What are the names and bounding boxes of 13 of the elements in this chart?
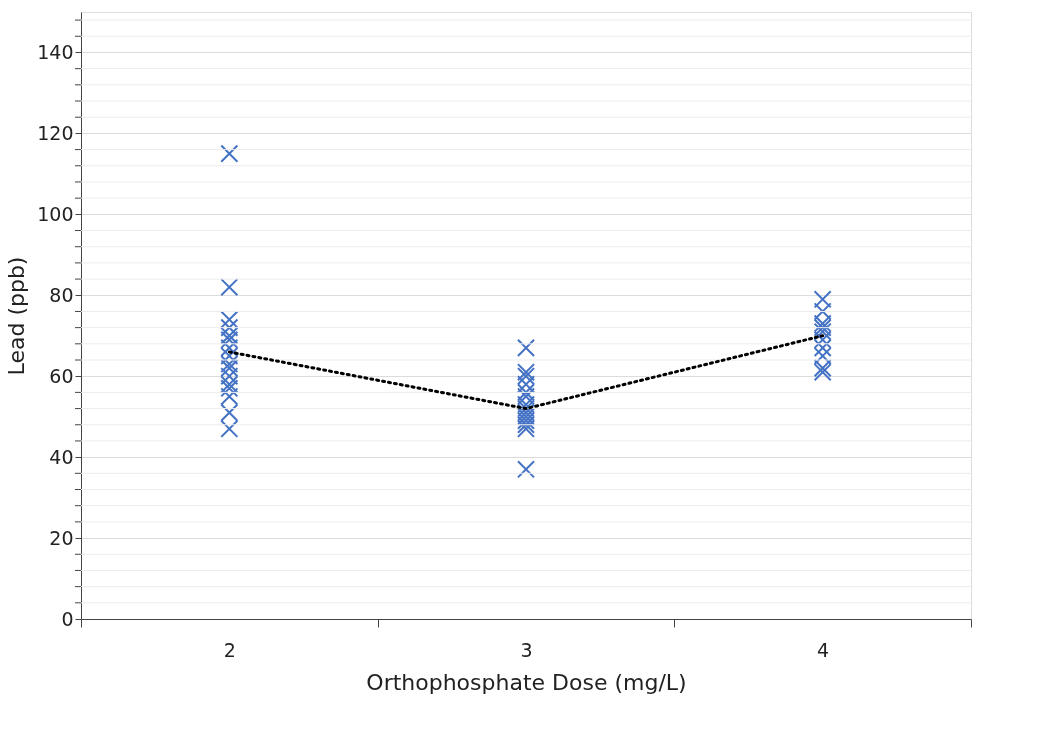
x-axis-title: Orthophosphate Dose (mg/L) (366, 669, 687, 695)
y-tick-label: 20 (49, 526, 74, 549)
y-tick-label: 100 (37, 202, 74, 225)
x-tick-label: 3 (520, 638, 533, 661)
y-tick-label: 40 (49, 445, 74, 468)
y-tick-label: 120 (37, 121, 74, 144)
x-tick-label: 2 (223, 638, 236, 661)
y-tick-label: 140 (37, 40, 74, 63)
y-tick-label: 60 (49, 364, 74, 387)
y-tick-label: 80 (49, 283, 74, 306)
x-tick-label: 4 (817, 638, 830, 661)
y-axis-title: Lead (ppb) (4, 256, 30, 376)
y-tick-label: 0 (61, 607, 74, 630)
